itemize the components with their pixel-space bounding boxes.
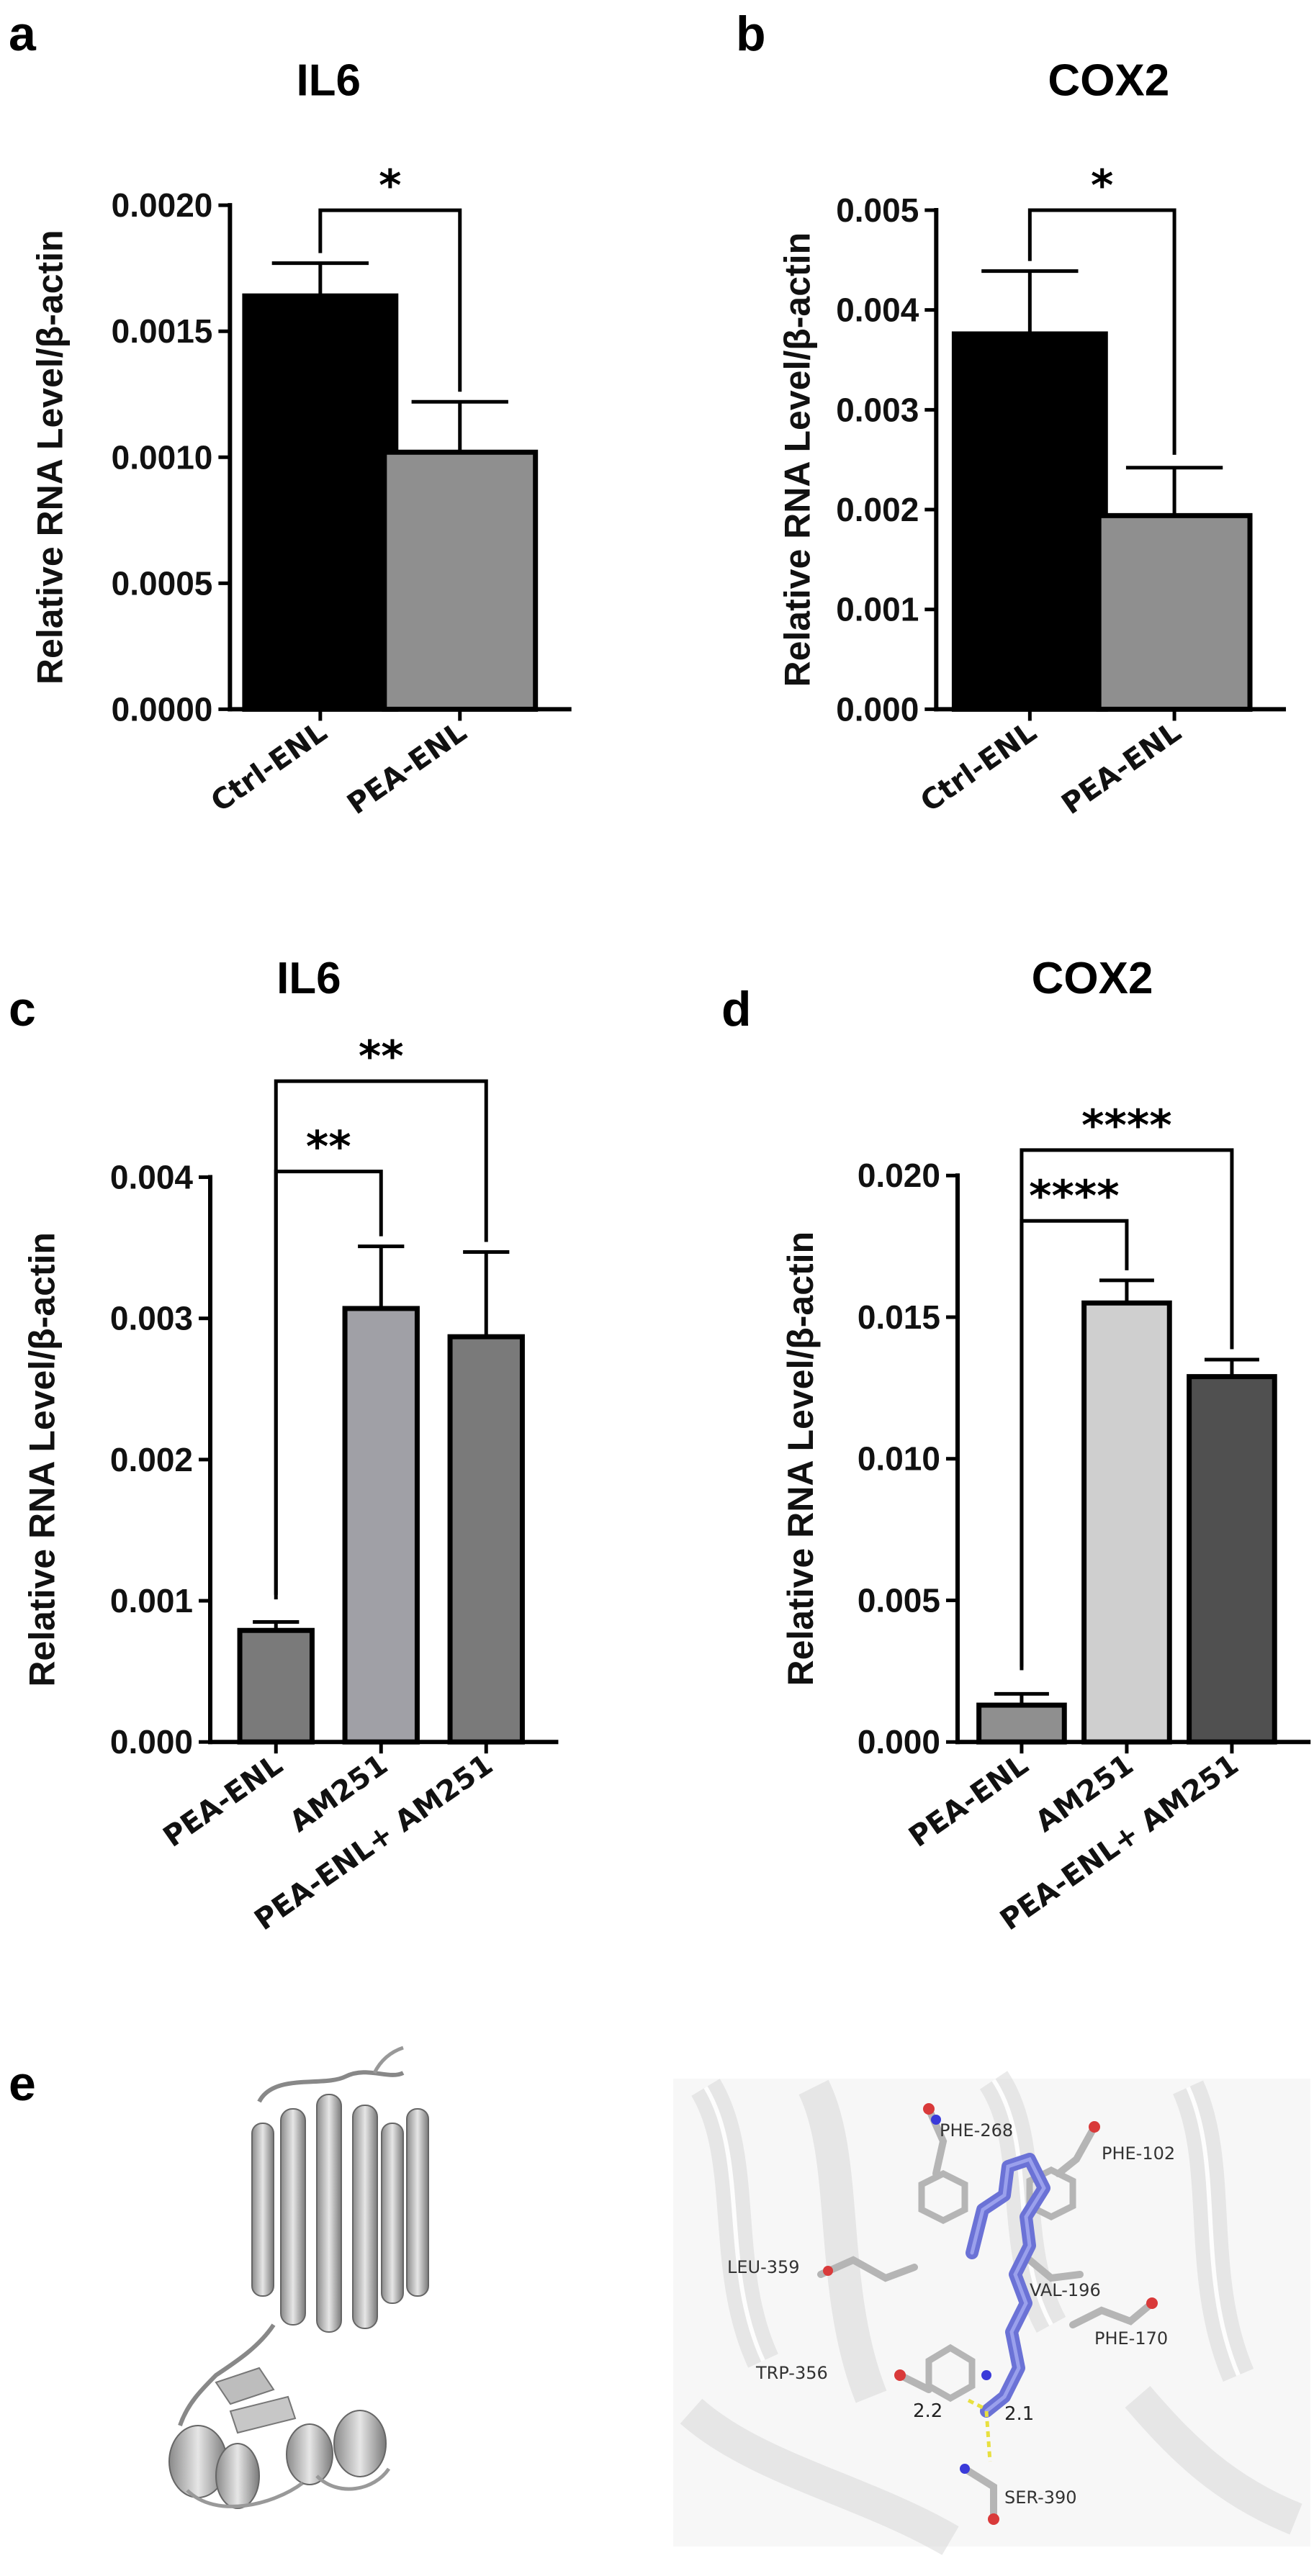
y-tick-label: 0.0005 — [112, 564, 213, 602]
significance-bracket — [274, 1079, 488, 1595]
x-tick-label: Ctrl-ENL — [914, 715, 1043, 819]
bar-am251 — [342, 1306, 420, 1745]
hbond-distance-2: 2.1 — [1004, 2403, 1034, 2425]
residue-label-leu359: LEU-359 — [727, 2257, 800, 2277]
y-axis-label: Relative RNA Level/β-actin — [778, 232, 818, 687]
y-tick-label: 0.0020 — [112, 186, 213, 224]
y-tick-label: 0.005 — [858, 1581, 940, 1619]
y-tick-label: 0.0010 — [112, 438, 213, 476]
residue-label-phe102: PHE-102 — [1102, 2143, 1175, 2164]
bar-pea-enl — [1096, 512, 1253, 712]
chart-title: IL6 — [296, 55, 361, 105]
binding-site-closeup: PHE-268 PHE-102 LEU-359 VAL-196 PHE-170 … — [673, 2071, 1310, 2555]
panel-letter-d: d — [721, 982, 752, 1036]
y-axis-label: Relative RNA Level/β-actin — [22, 1232, 62, 1687]
chart-panel-c: IL6 Relative RNA Level/β-actin 0.000 0.001 0… — [22, 954, 559, 1937]
bar-ctrl-enl — [951, 331, 1108, 712]
y-axis-label: Relative RNA Level/β-actin — [30, 230, 71, 684]
y-tick-label: 0.010 — [858, 1440, 940, 1478]
x-tick-label: PEA-ENL — [903, 1748, 1034, 1854]
hbond-distance-1: 2.2 — [913, 2400, 942, 2422]
chart-title: IL6 — [276, 954, 341, 1003]
y-tick-label: 0.0000 — [112, 690, 213, 728]
residue-label-val196: VAL-196 — [1030, 2280, 1101, 2300]
chart-title: COX2 — [1048, 55, 1169, 105]
y-tick-label: 0.020 — [858, 1157, 940, 1194]
chart-title: COX2 — [1032, 954, 1153, 1003]
significance-label: * — [379, 161, 401, 211]
y-tick-label: 0.015 — [858, 1298, 940, 1336]
significance-label: **** — [1081, 1101, 1172, 1151]
bar-am251 — [1081, 1300, 1172, 1745]
x-tick-label: PEA-ENL — [1056, 715, 1187, 821]
x-tick-label: PEA-ENL — [158, 1748, 289, 1854]
y-tick-label: 0.002 — [110, 1441, 193, 1478]
bar-pea-enl — [237, 1627, 315, 1745]
residue-label-trp356: TRP-356 — [755, 2363, 828, 2383]
bar-pea-enl — [382, 449, 539, 712]
x-tick-label: PEA-ENL — [341, 715, 472, 821]
protein-structure-overview — [168, 2046, 429, 2509]
chart-panel-d: COX2 Relative RNA Level/β-actin 0.000 0.005… — [780, 954, 1311, 1937]
y-tick-label: 0.004 — [110, 1159, 194, 1196]
chart-panel-b: COX2 Relative RNA Level/β-actin 0.000 0.001… — [778, 55, 1287, 821]
y-tick-label: 0.001 — [836, 591, 919, 628]
panel-letter-b: b — [736, 6, 766, 61]
y-tick-label: 0.001 — [110, 1582, 193, 1619]
significance-label: **** — [1029, 1171, 1120, 1221]
significance-bracket — [318, 208, 462, 392]
y-tick-label: 0.003 — [836, 391, 919, 428]
bar-ctrl-enl — [242, 293, 399, 712]
y-axis-label: Relative RNA Level/β-actin — [780, 1231, 821, 1686]
panel-letter-c: c — [9, 982, 36, 1036]
chart-panel-a: IL6 Relative RNA Level/β-actin 0.0000 0.000… — [30, 55, 572, 821]
significance-bracket — [1020, 1148, 1234, 1667]
y-tick-label: 0.003 — [110, 1300, 193, 1337]
y-tick-label: 0.004 — [836, 292, 919, 329]
y-tick-label: 0.005 — [836, 191, 919, 229]
significance-label: * — [1091, 161, 1113, 211]
residue-label-phe268: PHE-268 — [940, 2120, 1013, 2141]
y-tick-label: 0.000 — [836, 690, 919, 728]
significance-bracket — [1027, 208, 1176, 455]
significance-label: ** — [306, 1122, 351, 1172]
x-tick-label: Ctrl-ENL — [205, 715, 333, 819]
bar-pea-enl — [976, 1702, 1067, 1745]
panel-letter-a: a — [9, 6, 37, 61]
panel-letter-e: e — [9, 2056, 36, 2111]
residue-label-ser390: SER-390 — [1004, 2487, 1077, 2508]
bar-pea-enl-am251 — [1187, 1374, 1277, 1745]
y-tick-label: 0.000 — [858, 1723, 940, 1761]
bar-pea-enl-am251 — [447, 1334, 525, 1745]
y-tick-label: 0.000 — [110, 1723, 193, 1761]
y-tick-label: 0.0015 — [112, 312, 213, 350]
residue-label-phe170: PHE-170 — [1094, 2328, 1168, 2349]
y-tick-label: 0.002 — [836, 491, 919, 528]
significance-label: ** — [359, 1031, 404, 1082]
